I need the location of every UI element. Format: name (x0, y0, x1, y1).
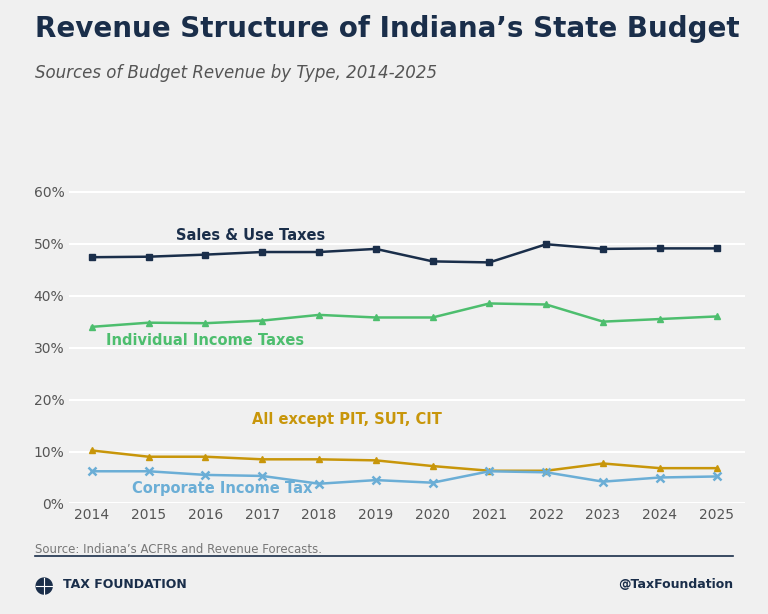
Text: Sales & Use Taxes: Sales & Use Taxes (176, 228, 326, 243)
Text: Sources of Budget Revenue by Type, 2014-2025: Sources of Budget Revenue by Type, 2014-… (35, 64, 437, 82)
Text: TAX FOUNDATION: TAX FOUNDATION (63, 578, 187, 591)
Text: Source: Indiana’s ACFRs and Revenue Forecasts.: Source: Indiana’s ACFRs and Revenue Fore… (35, 543, 322, 556)
Text: Individual Income Taxes: Individual Income Taxes (106, 333, 304, 348)
Text: All except PIT, SUT, CIT: All except PIT, SUT, CIT (253, 411, 442, 427)
Polygon shape (36, 578, 52, 594)
Text: Corporate Income Tax: Corporate Income Tax (132, 481, 313, 496)
Text: @TaxFoundation: @TaxFoundation (618, 578, 733, 591)
Text: Revenue Structure of Indiana’s State Budget: Revenue Structure of Indiana’s State Bud… (35, 15, 739, 44)
